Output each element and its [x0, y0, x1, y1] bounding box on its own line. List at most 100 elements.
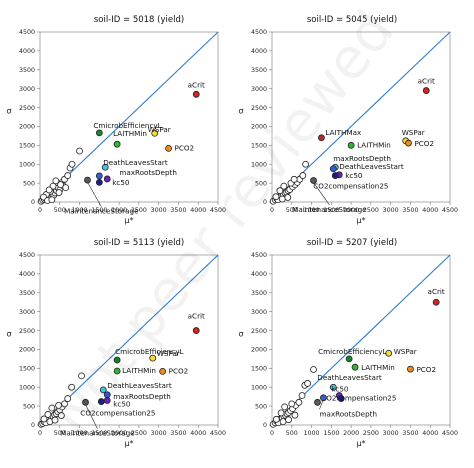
data-point	[45, 186, 53, 194]
point-label-LAITHMax: LAITHMax	[325, 128, 362, 137]
y-axis-label: σ	[238, 330, 243, 339]
y-tick-label: 3500	[19, 67, 35, 74]
panel-soil-5113: soil-ID = 5113 (yield) 05001000150020002…	[6, 238, 226, 448]
data-point-LAITHMin	[113, 367, 121, 375]
point-label-WSPar: WSPar	[402, 128, 425, 137]
x-axis-label: μ*	[356, 439, 365, 448]
data-point-CO2compensation25	[337, 395, 345, 402]
point-label-MaintenanceStorage: MaintenanceStorage	[60, 429, 135, 438]
data-point-maxRootsDepth	[320, 394, 327, 402]
data-point-WSPar	[385, 349, 393, 357]
plot-area	[271, 31, 451, 203]
data-point-PCO2	[407, 365, 414, 373]
data-point	[48, 404, 56, 412]
data-point	[44, 411, 52, 418]
point-label-kc50: kc50	[112, 178, 130, 187]
point-label-CmicrobEfficiencyL: CmicrobEfficiencyL	[318, 347, 386, 356]
data-point	[291, 411, 299, 419]
point-label-DeathLeavesStart: DeathLeavesStart	[339, 162, 404, 171]
label-leader-line	[85, 404, 98, 429]
x-tick-label: 0	[270, 430, 274, 437]
y-axis-label: σ	[6, 330, 11, 339]
panel-soil-5018: soil-ID = 5018 (yield) 05001000150020002…	[6, 15, 226, 225]
label-leader-line	[319, 399, 324, 410]
y-tick-label: 1500	[251, 366, 267, 373]
data-point	[310, 366, 317, 373]
x-tick-label: 1500	[91, 430, 107, 437]
label-leader-line	[87, 181, 102, 207]
data-point	[48, 196, 56, 204]
x-tick-label: 1000	[72, 430, 88, 437]
point-label-LAITHMin: LAITHMin	[122, 366, 156, 375]
data-point	[276, 187, 284, 195]
y-tick-label: 2500	[19, 105, 35, 112]
y-tick-label: 3000	[19, 86, 35, 93]
data-point	[62, 184, 70, 192]
data-point	[68, 160, 76, 168]
x-tick-label: 3000	[151, 207, 167, 214]
x-tick-label: 3500	[402, 430, 418, 437]
y-tick-label: 3000	[19, 309, 35, 316]
y-tick-label: 4000	[251, 48, 267, 55]
y-tick-label: 3500	[251, 67, 267, 74]
plot-area	[39, 31, 219, 203]
panel-title: soil-ID = 5018 (yield)	[94, 15, 184, 25]
data-point-WSPar	[149, 354, 157, 362]
x-tick-label: 500	[286, 430, 298, 437]
data-point	[290, 175, 298, 183]
point-label-WSPar: WSPar	[157, 349, 180, 358]
point-label-aCrit: aCrit	[428, 287, 445, 296]
point-label-DeathLeavesStart: DeathLeavesStart	[317, 373, 382, 382]
y-axis-label: σ	[238, 107, 243, 116]
data-point	[64, 172, 72, 179]
x-tick-label: 2500	[363, 207, 379, 214]
data-point	[78, 372, 85, 380]
data-point-maxRootsDepth	[329, 165, 337, 173]
point-label-aCrit: aCrit	[188, 312, 205, 321]
x-tick-label: 4500	[442, 207, 458, 214]
data-point-kc50	[103, 175, 111, 183]
point-label-CmicrobEfficiencyL: CmicrobEfficiencyL	[93, 121, 161, 130]
data-point-MaintenanceStorage	[310, 177, 317, 184]
data-point	[40, 415, 48, 423]
data-point	[280, 182, 288, 190]
point-label-maxRootsDepth: maxRootsDepth	[333, 154, 391, 163]
x-tick-label: 0	[38, 207, 42, 214]
data-point	[55, 189, 63, 196]
y-tick-label: 0	[263, 422, 267, 429]
y-tick-label: 3000	[251, 309, 267, 316]
point-label-PCO2: PCO2	[414, 139, 434, 148]
point-label-MaintenanceStorage: MaintenanceStorage	[292, 205, 367, 214]
point-label-MaintenanceStorage: MaintenanceStorage	[64, 207, 139, 216]
x-tick-label: 500	[54, 430, 66, 437]
point-label-PCO2: PCO2	[416, 365, 436, 374]
y-tick-label: 4000	[251, 271, 267, 278]
y-tick-label: 0	[263, 199, 267, 206]
point-label-maxRootsDepth: maxRootsDepth	[113, 392, 171, 401]
data-point-MaintenanceStorage	[84, 176, 91, 184]
data-point-CmicrobEfficiencyL	[345, 355, 353, 363]
x-tick-label: 2000	[343, 430, 359, 437]
panel-title: soil-ID = 5113 (yield)	[94, 238, 184, 248]
y-tick-label: 2500	[19, 328, 35, 335]
data-point-DeathLeavesStart	[99, 386, 107, 394]
data-point-CO2compensation25	[95, 178, 103, 186]
data-point	[279, 418, 287, 426]
point-label-LAITHMin: LAITHMin	[361, 363, 395, 372]
y-tick-label: 2000	[251, 124, 267, 131]
y-tick-label: 3500	[251, 290, 267, 297]
x-tick-label: 3000	[383, 430, 399, 437]
point-label-CO2compensation25: CO2compensation25	[313, 182, 388, 191]
data-point-aCrit	[432, 298, 440, 306]
data-point-LAITHMin	[113, 140, 121, 148]
data-point	[284, 194, 292, 201]
x-tick-label: 2000	[111, 207, 127, 214]
data-point-DeathLeavesStart	[329, 383, 337, 391]
data-point-MaintenanceStorage	[82, 398, 89, 406]
point-label-DeathLeavesStart: DeathLeavesStart	[107, 381, 172, 390]
data-point	[304, 380, 312, 387]
data-point-MaintenanceStorage	[314, 398, 321, 406]
x-axis-label: μ*	[124, 216, 133, 225]
x-tick-label: 3000	[383, 207, 399, 214]
